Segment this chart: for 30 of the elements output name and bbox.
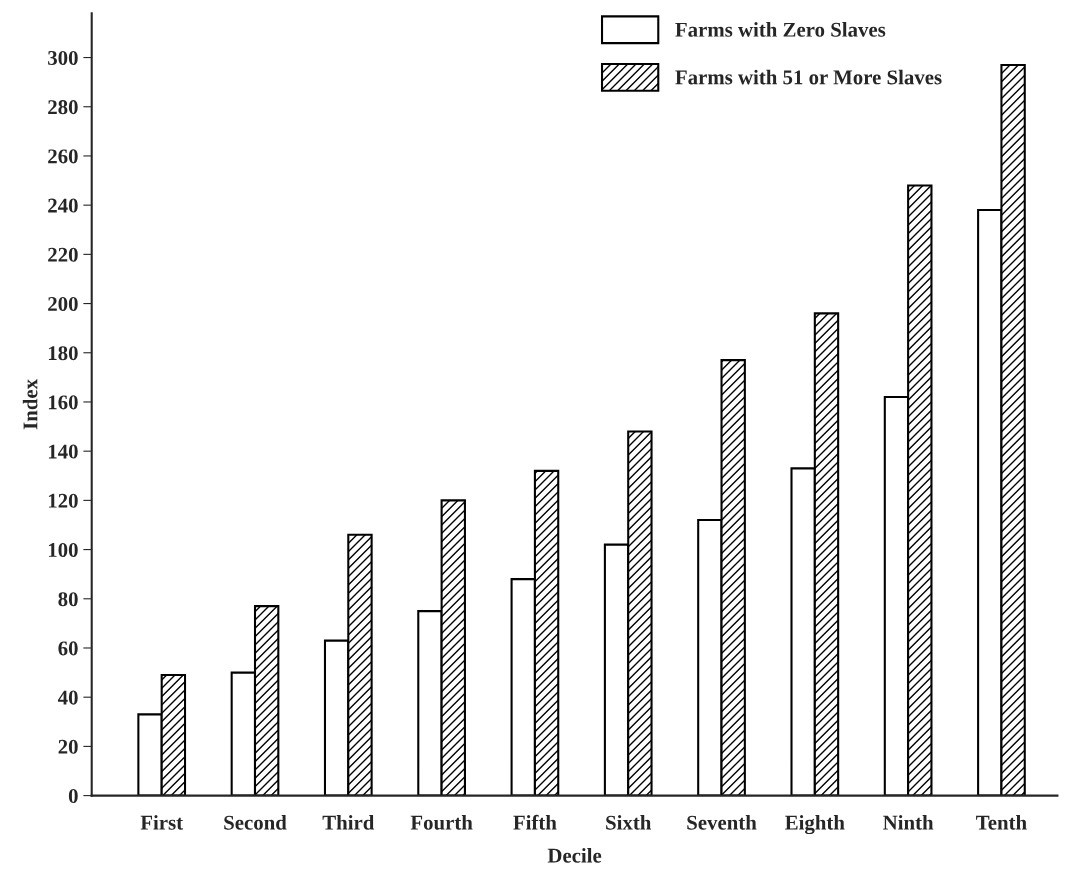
y-tick-label: 200 xyxy=(48,296,78,311)
y-tick-label: 20 xyxy=(58,739,78,754)
legend-label: Farms with Zero Slaves xyxy=(675,22,886,37)
y-tick-label: 240 xyxy=(48,198,78,213)
x-tick-label: Eighth xyxy=(785,815,845,835)
y-tick-label: 300 xyxy=(48,50,78,65)
x-tick-label: Fifth xyxy=(513,814,557,830)
y-tick-label: 80 xyxy=(58,592,78,607)
x-tick-label: Tenth xyxy=(976,815,1027,830)
y-tick-label: 40 xyxy=(57,690,78,705)
y-tick-label: 100 xyxy=(48,542,78,558)
y-tick-label: 60 xyxy=(58,641,78,656)
x-tick-label: First xyxy=(140,815,183,830)
y-tick-label: 260 xyxy=(48,149,78,164)
y-tick-label: 140 xyxy=(48,444,78,459)
y-tick-label: 180 xyxy=(48,346,78,361)
y-tick-label: 0 xyxy=(68,788,78,804)
x-tick-label: Seventh xyxy=(687,815,757,830)
x-tick-label: Third xyxy=(322,815,375,830)
y-axis-title: Index xyxy=(22,379,38,430)
x-tick-label: Second xyxy=(224,815,287,830)
y-tick-label: 160 xyxy=(48,395,78,410)
x-tick-label: Ninth xyxy=(883,815,934,830)
x-tick-label: Fourth xyxy=(410,815,473,830)
x-axis-title: Decile xyxy=(547,847,602,863)
x-tick-label: Sixth xyxy=(606,815,652,830)
y-tick-label: 220 xyxy=(48,247,78,262)
legend-label: Farms with 51 or More Slaves xyxy=(675,69,942,85)
y-tick-label: 120 xyxy=(48,493,78,508)
y-tick-label: 280 xyxy=(48,100,78,115)
